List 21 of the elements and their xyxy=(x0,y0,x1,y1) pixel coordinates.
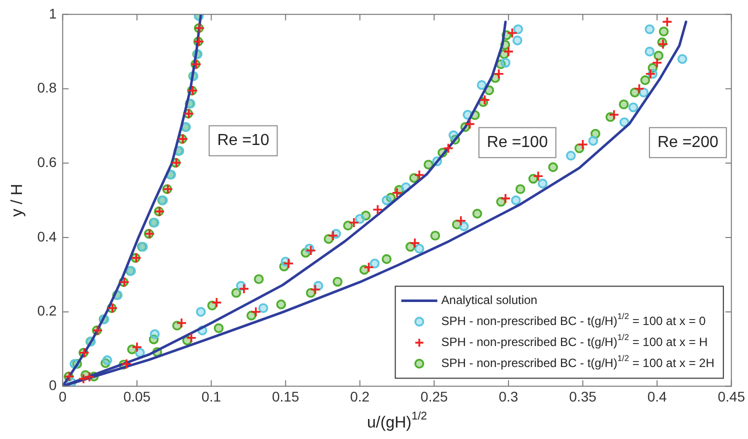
annotation: Re =10 xyxy=(217,132,270,150)
y-tick-label: 0 xyxy=(48,377,57,394)
y-tick-label: 1 xyxy=(48,5,57,22)
annotation: Re =200 xyxy=(657,134,718,152)
x-tick-label: 0.15 xyxy=(272,388,300,404)
y-tick-label: 0.2 xyxy=(37,302,57,319)
y-tick-label: 0.4 xyxy=(37,228,57,244)
x-tick-label: 0.45 xyxy=(718,388,746,404)
y-axis-title: y / H xyxy=(9,184,26,217)
x-tick-label: 0.3 xyxy=(498,388,518,404)
y-tick-label: 0.8 xyxy=(37,80,57,96)
x-tick-label: 0.1 xyxy=(202,388,222,404)
x-tick-label: 0.2 xyxy=(350,388,370,404)
x-tick-label: 0.4 xyxy=(647,388,668,404)
x-tick-label: 0.35 xyxy=(569,388,597,404)
x-tick-label: 0 xyxy=(58,388,67,404)
x-tick-label: 0.05 xyxy=(123,388,151,404)
x-tick-label: 0.25 xyxy=(420,388,448,404)
legend-label: Analytical solution xyxy=(441,293,538,308)
annotation: Re =100 xyxy=(486,134,548,152)
y-tick-label: 0.6 xyxy=(37,154,57,170)
